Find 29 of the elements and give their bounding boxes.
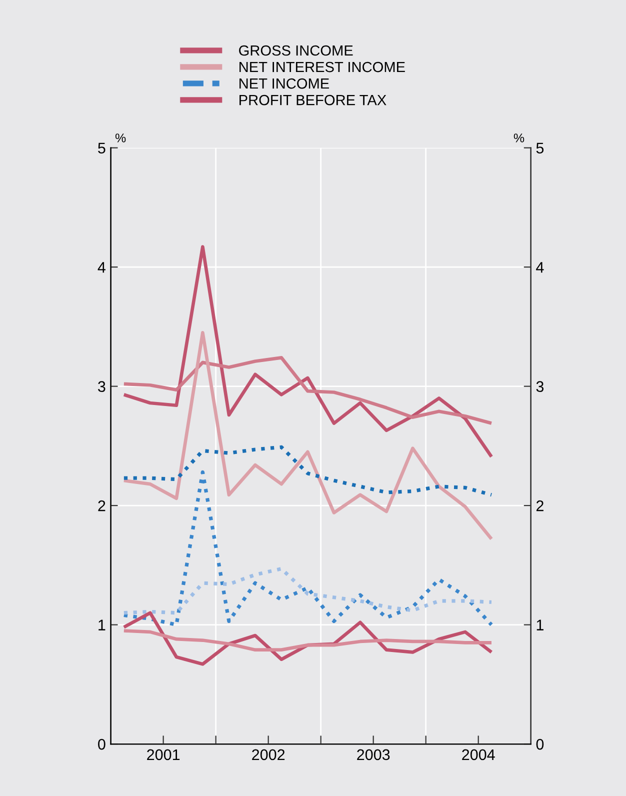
y2-tick-label: 5 (536, 142, 544, 154)
legend-label: GROSS INCOME (239, 45, 353, 56)
y-tick-label: 3 (98, 381, 106, 392)
line-series (122, 629, 494, 652)
legend-label: NET INCOME (240, 78, 329, 89)
y-axis-title: % (115, 134, 126, 142)
y2-tick-label: 2 (536, 500, 544, 512)
y-tick-label: 5 (98, 142, 106, 154)
line-series (122, 445, 494, 497)
y2-axis-title: % (514, 134, 524, 142)
line-series (122, 566, 494, 615)
y2-tick-label: 0 (536, 738, 544, 750)
x-tick-label: 2003 (357, 749, 390, 760)
y2-tick-label: 4 (536, 262, 544, 273)
y-tick-label: 0 (98, 738, 106, 750)
x-tick-label: 2004 (462, 749, 495, 760)
legend-label: NET INTEREST INCOME (240, 62, 405, 72)
line-series (122, 356, 494, 425)
x-tick-label: 2002 (252, 749, 285, 760)
line-series (122, 245, 494, 458)
y-tick-label: 2 (98, 500, 106, 512)
line-series (122, 470, 494, 627)
y-tick-label: 1 (98, 620, 106, 630)
y2-tick-label: 3 (536, 381, 544, 392)
y-tick-label: 4 (98, 262, 106, 273)
x-tick-label: 2001 (147, 749, 180, 760)
line-series (122, 330, 494, 541)
y2-tick-label: 1 (536, 620, 544, 630)
legend-label: PROFIT BEFORE TAX (240, 94, 386, 106)
